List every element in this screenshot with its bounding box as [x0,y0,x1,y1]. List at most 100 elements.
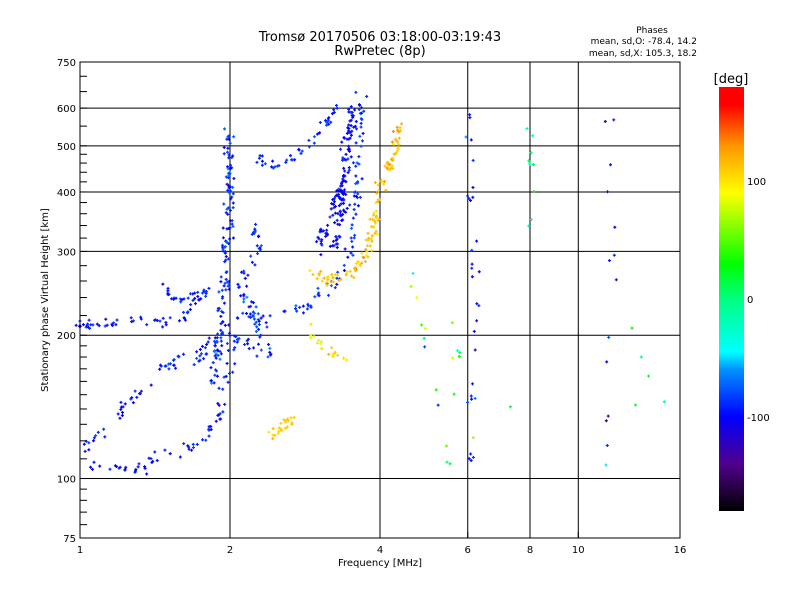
data-point [331,276,335,280]
data-point [222,202,226,206]
data-point [199,352,203,356]
data-point [318,131,322,135]
data-point [333,286,337,290]
data-point [354,190,358,194]
data-point [299,152,303,156]
data-point [223,245,227,249]
data-point [354,164,358,168]
data-point [475,302,479,306]
data-point [370,239,374,243]
data-point [397,130,401,134]
data-point [216,353,220,357]
data-point [612,253,616,257]
data-point [397,136,401,140]
data-point [223,323,227,327]
data-point [112,321,116,325]
data-point [187,447,191,451]
data-point [345,131,349,135]
data-point [325,120,329,124]
data-point [354,261,358,265]
data-point [237,285,241,289]
data-point [470,262,474,266]
data-point [360,139,364,143]
data-point [309,304,313,308]
data-point [285,425,289,429]
data-point [213,373,217,377]
data-point [375,232,379,236]
data-point [373,232,377,236]
data-point [152,318,156,322]
data-point [213,354,217,358]
data-point [469,394,473,398]
data-point [331,213,335,217]
data-point [384,188,388,192]
data-point [259,348,263,352]
data-point [222,127,226,131]
data-point [326,293,330,297]
data-point [352,236,356,240]
y-tick-label: 400 [57,188,76,199]
data-point [471,195,475,199]
data-point [279,428,283,432]
data-point [319,227,323,231]
data-point [342,174,346,178]
data-point [271,437,275,441]
data-point [297,147,301,151]
data-point [320,347,324,351]
data-point [236,338,240,342]
data-point [216,332,220,336]
data-point [604,463,608,467]
data-point [97,324,101,328]
data-point [467,457,471,461]
data-point [475,319,479,323]
data-point [233,362,237,366]
data-point [225,342,229,346]
data-point [199,297,203,301]
data-point [351,216,355,220]
data-point [216,402,220,406]
data-point [343,179,347,183]
data-point [471,185,475,189]
data-point [396,146,400,150]
data-point [197,359,201,363]
data-point [227,206,231,210]
data-point [213,344,217,348]
data-point [337,195,341,199]
data-point [630,326,634,330]
data-point [347,168,351,172]
data-point [307,145,311,149]
data-point [215,336,219,340]
data-point [167,362,171,366]
data-point [222,301,226,305]
data-point [326,117,330,121]
data-point [182,297,186,301]
data-point [346,157,350,161]
data-point [349,226,353,230]
data-point [529,218,533,222]
data-point [191,442,195,446]
data-point [219,280,223,284]
data-point [353,266,357,270]
data-point [227,227,231,231]
x-axis-label: Frequency [MHz] [338,558,422,569]
data-point [389,158,393,162]
data-point [92,436,96,440]
data-point [349,155,353,159]
data-point [240,270,244,274]
data-point [133,389,137,393]
data-point [468,113,472,117]
data-point [398,126,402,130]
data-point [338,210,342,214]
data-point [241,311,245,315]
data-point [232,334,236,338]
data-point [325,280,329,284]
x-tick-label: 16 [674,545,687,556]
data-point [334,242,338,246]
data-point [224,258,228,262]
data-point [178,297,182,301]
data-point [470,266,474,270]
data-point [452,392,456,396]
data-point [87,448,91,452]
data-point [224,255,228,259]
data-point [334,238,338,242]
